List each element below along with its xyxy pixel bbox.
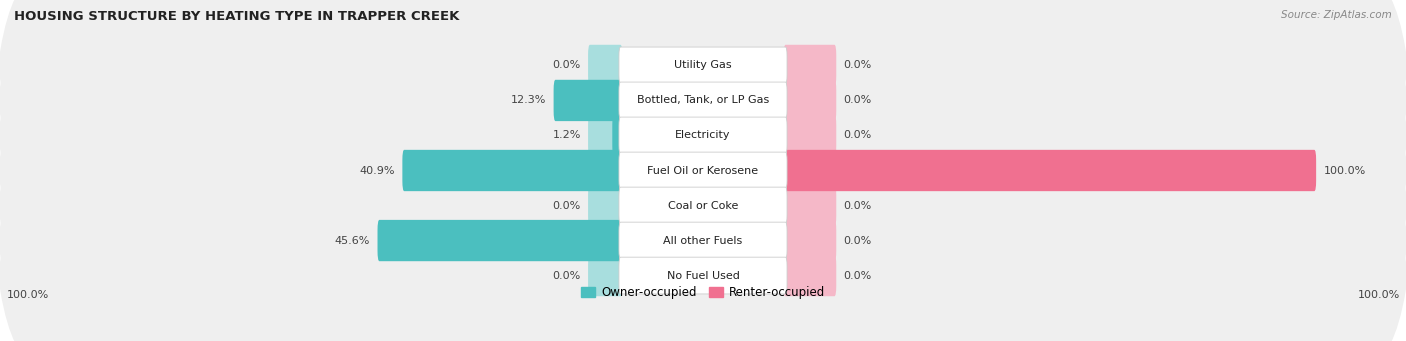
- FancyBboxPatch shape: [0, 0, 1406, 260]
- FancyBboxPatch shape: [612, 115, 623, 156]
- Text: 1.2%: 1.2%: [553, 131, 581, 140]
- FancyBboxPatch shape: [619, 222, 787, 259]
- Text: 0.0%: 0.0%: [844, 236, 872, 246]
- Text: Coal or Coke: Coal or Coke: [668, 201, 738, 210]
- Text: 0.0%: 0.0%: [844, 60, 872, 71]
- FancyBboxPatch shape: [554, 80, 623, 121]
- FancyBboxPatch shape: [588, 45, 623, 86]
- FancyBboxPatch shape: [588, 115, 623, 156]
- FancyBboxPatch shape: [0, 0, 1406, 295]
- FancyBboxPatch shape: [588, 255, 623, 296]
- Text: 12.3%: 12.3%: [510, 95, 547, 105]
- FancyBboxPatch shape: [378, 220, 623, 261]
- Text: 0.0%: 0.0%: [844, 131, 872, 140]
- Legend: Owner-occupied, Renter-occupied: Owner-occupied, Renter-occupied: [581, 286, 825, 299]
- FancyBboxPatch shape: [783, 185, 837, 226]
- Text: 0.0%: 0.0%: [553, 201, 581, 210]
- FancyBboxPatch shape: [783, 255, 837, 296]
- FancyBboxPatch shape: [619, 187, 787, 224]
- FancyBboxPatch shape: [402, 150, 623, 191]
- Text: 100.0%: 100.0%: [1323, 165, 1365, 176]
- Text: Electricity: Electricity: [675, 131, 731, 140]
- Text: 0.0%: 0.0%: [553, 270, 581, 281]
- Text: 0.0%: 0.0%: [844, 95, 872, 105]
- FancyBboxPatch shape: [783, 150, 1316, 191]
- FancyBboxPatch shape: [588, 185, 623, 226]
- Text: Bottled, Tank, or LP Gas: Bottled, Tank, or LP Gas: [637, 95, 769, 105]
- Text: 40.9%: 40.9%: [360, 165, 395, 176]
- Text: HOUSING STRUCTURE BY HEATING TYPE IN TRAPPER CREEK: HOUSING STRUCTURE BY HEATING TYPE IN TRA…: [14, 10, 460, 23]
- FancyBboxPatch shape: [783, 220, 837, 261]
- FancyBboxPatch shape: [783, 80, 837, 121]
- FancyBboxPatch shape: [588, 150, 623, 191]
- Text: 0.0%: 0.0%: [553, 60, 581, 71]
- Text: Utility Gas: Utility Gas: [675, 60, 731, 71]
- Text: All other Fuels: All other Fuels: [664, 236, 742, 246]
- FancyBboxPatch shape: [588, 80, 623, 121]
- Text: 45.6%: 45.6%: [335, 236, 370, 246]
- FancyBboxPatch shape: [588, 220, 623, 261]
- Text: 0.0%: 0.0%: [844, 270, 872, 281]
- Text: Source: ZipAtlas.com: Source: ZipAtlas.com: [1281, 10, 1392, 20]
- Text: 0.0%: 0.0%: [844, 201, 872, 210]
- FancyBboxPatch shape: [619, 117, 787, 154]
- FancyBboxPatch shape: [783, 150, 837, 191]
- FancyBboxPatch shape: [783, 45, 837, 86]
- Text: 100.0%: 100.0%: [1357, 290, 1399, 300]
- FancyBboxPatch shape: [0, 81, 1406, 341]
- Text: Fuel Oil or Kerosene: Fuel Oil or Kerosene: [647, 165, 759, 176]
- Text: No Fuel Used: No Fuel Used: [666, 270, 740, 281]
- FancyBboxPatch shape: [0, 46, 1406, 341]
- FancyBboxPatch shape: [619, 152, 787, 189]
- FancyBboxPatch shape: [619, 47, 787, 84]
- FancyBboxPatch shape: [783, 115, 837, 156]
- FancyBboxPatch shape: [0, 0, 1406, 330]
- FancyBboxPatch shape: [619, 257, 787, 294]
- Text: 100.0%: 100.0%: [7, 290, 49, 300]
- FancyBboxPatch shape: [619, 82, 787, 119]
- FancyBboxPatch shape: [0, 11, 1406, 341]
